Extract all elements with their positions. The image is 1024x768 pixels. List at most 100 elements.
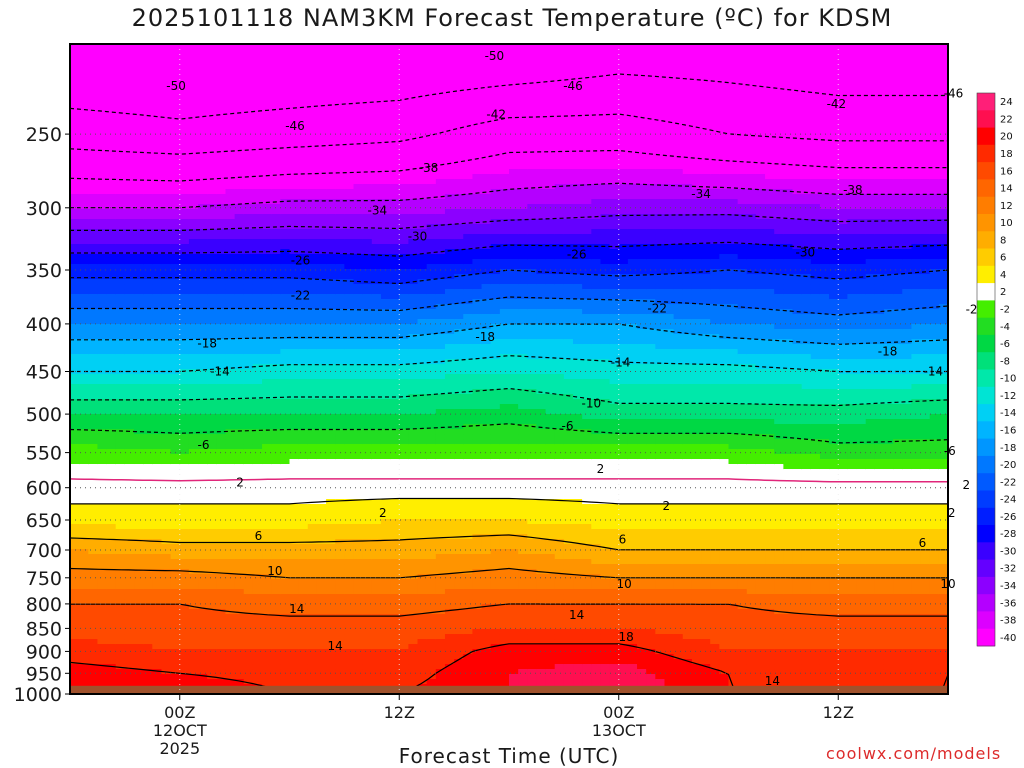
field-cell bbox=[143, 219, 153, 225]
field-cell bbox=[234, 189, 245, 195]
field-cell bbox=[326, 44, 336, 50]
field-cell bbox=[316, 289, 327, 295]
field-cell bbox=[362, 164, 373, 170]
field-cell bbox=[79, 649, 89, 655]
field-cell bbox=[380, 364, 391, 370]
field-cell bbox=[298, 524, 309, 530]
field-cell bbox=[106, 254, 117, 260]
field-cell bbox=[344, 274, 355, 280]
field-cell bbox=[243, 254, 254, 260]
field-cell bbox=[152, 124, 163, 130]
field-cell bbox=[170, 524, 181, 530]
field-cell bbox=[79, 344, 89, 350]
field-cell bbox=[262, 514, 272, 520]
field-cell bbox=[280, 79, 291, 85]
field-cell bbox=[262, 529, 272, 535]
field-cell bbox=[280, 89, 291, 95]
field-cell bbox=[143, 484, 153, 490]
field-cell bbox=[188, 49, 199, 55]
field-cell bbox=[335, 669, 345, 675]
field-cell bbox=[170, 224, 181, 230]
field-cell bbox=[362, 489, 373, 495]
field-cell bbox=[134, 49, 144, 55]
field-cell bbox=[161, 359, 172, 365]
field-cell bbox=[252, 304, 263, 310]
field-cell bbox=[390, 614, 400, 620]
field-cell bbox=[316, 229, 327, 235]
field-cell bbox=[198, 224, 208, 230]
field-cell bbox=[307, 509, 318, 515]
field-cell bbox=[152, 289, 163, 295]
field-cell bbox=[106, 304, 117, 310]
field-cell bbox=[243, 274, 254, 280]
field-cell bbox=[271, 549, 281, 555]
field-cell bbox=[88, 339, 99, 345]
field-cell bbox=[316, 479, 327, 485]
field-cell bbox=[271, 669, 281, 675]
field-cell bbox=[408, 74, 419, 80]
field-cell bbox=[399, 354, 409, 360]
field-cell bbox=[326, 429, 336, 435]
field-cell bbox=[316, 349, 327, 355]
field-cell bbox=[188, 104, 199, 110]
field-cell bbox=[289, 489, 300, 495]
field-cell bbox=[188, 679, 199, 685]
field-cell bbox=[316, 54, 327, 60]
field-cell bbox=[380, 144, 391, 150]
field-cell bbox=[307, 84, 318, 90]
field-cell bbox=[97, 639, 108, 645]
field-cell bbox=[188, 219, 199, 225]
field-cell bbox=[124, 219, 135, 225]
field-cell bbox=[335, 524, 345, 530]
field-cell bbox=[161, 469, 172, 475]
field-cell bbox=[170, 194, 181, 200]
field-cell bbox=[289, 374, 300, 380]
field-cell bbox=[170, 174, 181, 180]
field-cell bbox=[97, 54, 108, 60]
field-cell bbox=[252, 254, 263, 260]
field-cell bbox=[344, 294, 355, 300]
field-cell bbox=[380, 609, 391, 615]
field-cell bbox=[262, 534, 272, 540]
field-cell bbox=[307, 114, 318, 120]
field-cell bbox=[97, 564, 108, 570]
field-cell bbox=[143, 659, 153, 665]
field-cell bbox=[271, 64, 281, 70]
field-cell bbox=[207, 574, 217, 580]
field-cell bbox=[225, 179, 236, 185]
field-cell bbox=[225, 204, 236, 210]
field-cell bbox=[207, 159, 217, 165]
field-cell bbox=[207, 69, 217, 75]
field-cell bbox=[143, 289, 153, 295]
field-cell bbox=[79, 514, 89, 520]
field-cell bbox=[70, 169, 80, 175]
field-cell bbox=[408, 599, 419, 605]
field-cell bbox=[179, 329, 190, 335]
field-cell bbox=[97, 364, 108, 370]
field-cell bbox=[371, 654, 382, 660]
field-cell bbox=[143, 514, 153, 520]
field-cell bbox=[362, 174, 373, 180]
field-cell bbox=[225, 474, 236, 480]
field-cell bbox=[271, 304, 281, 310]
field-cell bbox=[371, 509, 382, 515]
field-cell bbox=[170, 584, 181, 590]
field-cell bbox=[207, 434, 217, 440]
field-cell bbox=[262, 264, 272, 270]
field-cell bbox=[124, 214, 135, 220]
field-cell bbox=[408, 524, 419, 530]
field-cell bbox=[216, 44, 227, 50]
field-cell bbox=[124, 424, 135, 430]
field-cell bbox=[170, 579, 181, 585]
field-cell bbox=[271, 274, 281, 280]
field-cell bbox=[307, 444, 318, 450]
field-cell bbox=[353, 594, 364, 600]
field-cell bbox=[152, 649, 163, 655]
field-cell bbox=[380, 619, 391, 625]
field-cell bbox=[234, 589, 245, 595]
field-cell bbox=[198, 629, 208, 635]
field-cell bbox=[207, 394, 217, 400]
field-cell bbox=[143, 109, 153, 115]
field-cell bbox=[289, 679, 300, 685]
field-cell bbox=[289, 554, 300, 560]
